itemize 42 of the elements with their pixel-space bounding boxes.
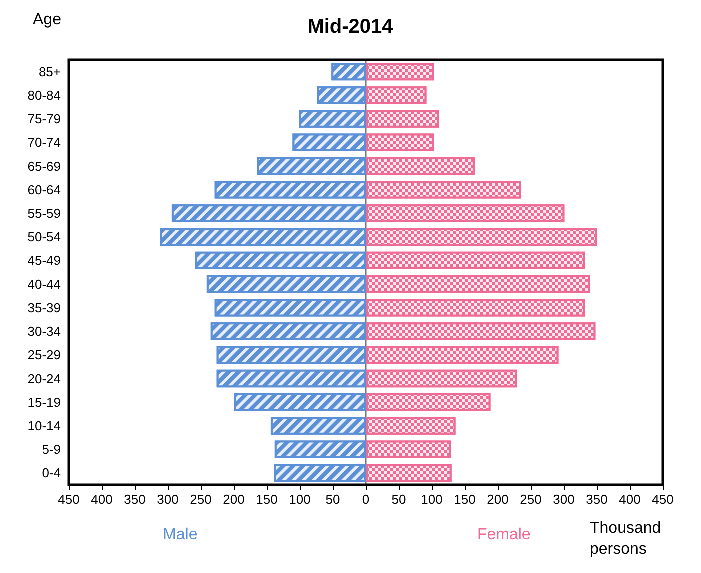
y-tick-label: 50-54 (28, 230, 61, 245)
y-tick-label: 80-84 (28, 88, 61, 103)
y-tick-label: 20-24 (28, 371, 61, 386)
x-tick-label: 150 (256, 492, 278, 507)
x-tick-label: 100 (421, 492, 443, 507)
x-tick-label: 400 (619, 492, 641, 507)
x-tick-label: 100 (289, 492, 311, 507)
x-tick-label: 250 (520, 492, 542, 507)
y-tick-label: 40-44 (28, 276, 61, 292)
x-tick-label: 50 (326, 492, 340, 507)
text: Female (477, 526, 531, 544)
x-tick-label: 400 (91, 492, 113, 507)
y-axis-title: Age (33, 12, 62, 28)
y-tick-label: 35-39 (28, 300, 61, 316)
x-tick-label: 300 (157, 492, 179, 507)
x-tick-label: 50 (392, 492, 406, 507)
y-tick-label: 30-34 (28, 324, 61, 340)
x-tick-label: 150 (454, 492, 476, 507)
y-tick-label: 10-14 (28, 418, 61, 434)
x-tick-label: 250 (190, 492, 212, 507)
y-tick-label: 75-79 (28, 112, 61, 127)
x-tick-label: 350 (124, 492, 146, 507)
y-tick-label: 5-9 (42, 442, 61, 458)
y-tick-label: 15-19 (28, 394, 61, 410)
y-tick-label: 55-59 (28, 206, 61, 221)
x-tick-label: 0 (362, 492, 370, 507)
chart-title: Mid-2014 (308, 16, 394, 38)
text: Male (163, 526, 198, 544)
y-tick-label: 45-49 (28, 253, 61, 268)
x-axis-title: Thousand persons (590, 520, 662, 558)
y-tick-label: 70-74 (28, 135, 61, 150)
x-tick-label: 200 (487, 492, 509, 507)
x-tick-label: 300 (553, 492, 575, 507)
y-tick-label: 65-69 (28, 158, 61, 174)
x-tick-label: 450 (58, 492, 80, 507)
x-tick-label: 450 (652, 492, 674, 507)
x-tick-label: 350 (586, 492, 608, 507)
y-tick-label: 85+ (38, 64, 61, 80)
x-tick-label: 200 (223, 492, 245, 507)
y-tick-label: 0-4 (42, 466, 61, 481)
y-tick-label: 60-64 (28, 182, 61, 198)
y-tick-label: 25-29 (28, 348, 61, 363)
